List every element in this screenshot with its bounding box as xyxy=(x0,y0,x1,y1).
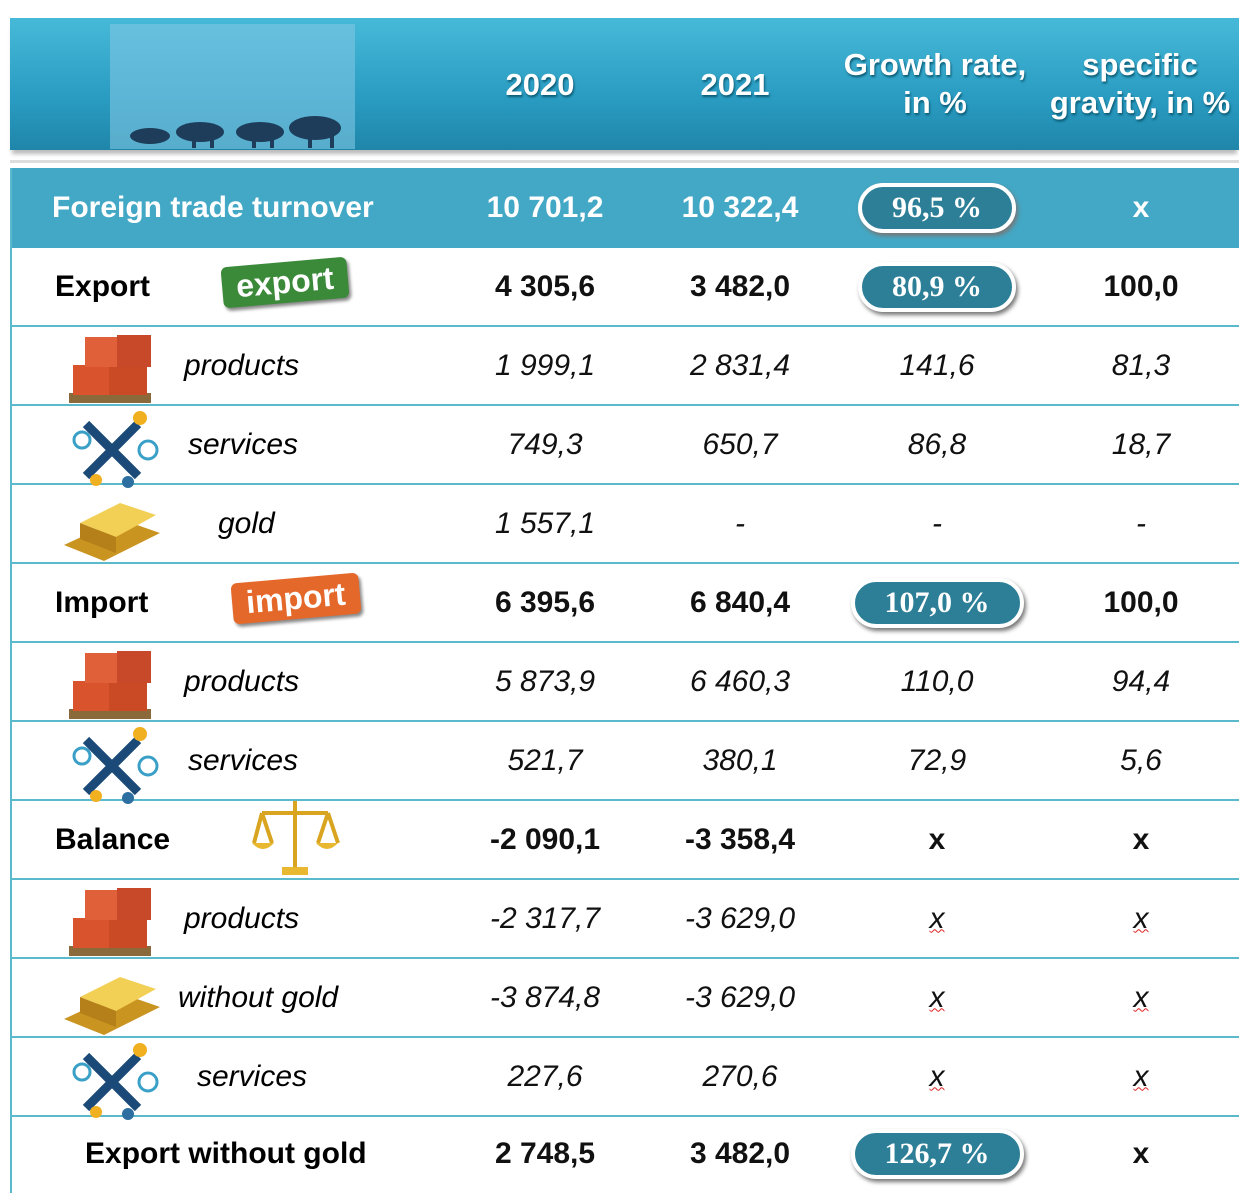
caravan-image xyxy=(110,24,355,149)
cell: x xyxy=(1056,801,1226,878)
cell: 6 840,4 xyxy=(655,564,825,641)
icon-tools xyxy=(68,410,163,488)
cell: 1 557,1 xyxy=(460,485,630,562)
cell: -3 629,0 xyxy=(655,959,825,1036)
row-label: services xyxy=(188,722,298,799)
cell: 227,6 xyxy=(460,1038,630,1115)
cell: - xyxy=(655,485,825,562)
column-header: 2020 xyxy=(470,66,610,104)
row: services 227,6 270,6 x x xyxy=(10,1038,1239,1117)
cell: 100,0 xyxy=(1056,564,1226,641)
cell: 5,6 xyxy=(1056,722,1226,799)
row: Export without gold 2 748,5 3 482,0 126,… xyxy=(10,1117,1239,1190)
cell: 380,1 xyxy=(655,722,825,799)
cell: x xyxy=(1134,1060,1149,1094)
divider xyxy=(10,160,1239,163)
row-label: products xyxy=(184,327,299,404)
cell: 3 482,0 xyxy=(655,248,825,325)
header: 2020 2021 Growth rate, in % specific gra… xyxy=(10,18,1239,150)
cell: 94,4 xyxy=(1056,643,1226,720)
cell: 6 395,6 xyxy=(460,564,630,641)
cell: 270,6 xyxy=(655,1038,825,1115)
row: Foreign trade turnover 10 701,2 10 322,4… xyxy=(10,168,1239,248)
cell: x xyxy=(1056,1117,1226,1190)
column-header: 2021 xyxy=(665,66,805,104)
cell: x xyxy=(837,801,1037,878)
badge: import xyxy=(230,573,361,625)
row: Export export 4 305,6 3 482,0 80,9 % 100… xyxy=(10,248,1239,327)
row-label: Export without gold xyxy=(85,1117,367,1190)
cell: 72,9 xyxy=(837,722,1037,799)
cell: 6 460,3 xyxy=(655,643,825,720)
row-label: services xyxy=(188,406,298,483)
icon-tools xyxy=(68,1042,163,1120)
cell: 650,7 xyxy=(655,406,825,483)
cell-pill: 96,5 % xyxy=(858,183,1016,233)
cell: 141,6 xyxy=(837,327,1037,404)
row: services 521,7 380,1 72,9 5,6 xyxy=(10,722,1239,801)
icon-boxes xyxy=(65,884,160,959)
row-label: products xyxy=(184,880,299,957)
row-label: Balance xyxy=(55,801,170,878)
icon-scales xyxy=(250,793,340,879)
page: 2020 2021 Growth rate, in % specific gra… xyxy=(0,0,1239,1193)
icon-tools xyxy=(68,726,163,804)
cell: 4 305,6 xyxy=(460,248,630,325)
cell: - xyxy=(1056,485,1226,562)
cell: x xyxy=(1056,168,1226,248)
column-header: Growth rate, in % xyxy=(835,46,1035,122)
row-label: Foreign trade turnover xyxy=(52,168,374,248)
cell: 5 873,9 xyxy=(460,643,630,720)
cell: -3 874,8 xyxy=(460,959,630,1036)
cell: x xyxy=(1134,981,1149,1015)
row-label: Export xyxy=(55,248,150,325)
cell: 749,3 xyxy=(460,406,630,483)
cell: x xyxy=(930,981,945,1015)
cell: x xyxy=(930,902,945,936)
badge: export xyxy=(220,257,349,309)
cell: - xyxy=(837,485,1037,562)
row: Import import 6 395,6 6 840,4 107,0 % 10… xyxy=(10,564,1239,643)
row: products -2 317,7 -3 629,0 x x xyxy=(10,880,1239,959)
row: gold 1 557,1 - - - xyxy=(10,485,1239,564)
cell-pill: 107,0 % xyxy=(851,578,1024,628)
icon-boxes xyxy=(65,647,160,722)
row-label: products xyxy=(184,643,299,720)
cell: 100,0 xyxy=(1056,248,1226,325)
row-label: services xyxy=(197,1038,307,1115)
icon-gold xyxy=(60,963,170,1041)
row: services 749,3 650,7 86,8 18,7 xyxy=(10,406,1239,485)
cell: 1 999,1 xyxy=(460,327,630,404)
cell: -3 629,0 xyxy=(655,880,825,957)
icon-gold xyxy=(60,489,170,567)
cell: x xyxy=(930,1060,945,1094)
cell: x xyxy=(1134,902,1149,936)
row: products 5 873,9 6 460,3 110,0 94,4 xyxy=(10,643,1239,722)
row: Balance -2 090,1 -3 358,4 x x xyxy=(10,801,1239,880)
cell: 10 701,2 xyxy=(460,168,630,248)
row: products 1 999,1 2 831,4 141,6 81,3 xyxy=(10,327,1239,406)
row-label: Import xyxy=(55,564,148,641)
cell: 3 482,0 xyxy=(655,1117,825,1190)
cell: -3 358,4 xyxy=(655,801,825,878)
column-header: specific gravity, in % xyxy=(1040,46,1239,122)
cell: 2 748,5 xyxy=(460,1117,630,1190)
row: without gold -3 874,8 -3 629,0 x x xyxy=(10,959,1239,1038)
icon-boxes xyxy=(65,331,160,406)
cell: 10 322,4 xyxy=(655,168,825,248)
left-border xyxy=(10,168,12,1193)
cell-pill: 126,7 % xyxy=(851,1129,1024,1179)
cell: -2 090,1 xyxy=(460,801,630,878)
cell-pill: 80,9 % xyxy=(858,262,1016,312)
cell: 2 831,4 xyxy=(655,327,825,404)
cell: 81,3 xyxy=(1056,327,1226,404)
cell: -2 317,7 xyxy=(460,880,630,957)
cell: 521,7 xyxy=(460,722,630,799)
cell: 86,8 xyxy=(837,406,1037,483)
table: Foreign trade turnover 10 701,2 10 322,4… xyxy=(10,168,1239,1190)
row-label: gold xyxy=(218,485,275,562)
cell: 18,7 xyxy=(1056,406,1226,483)
row-label: without gold xyxy=(178,959,338,1036)
cell: 110,0 xyxy=(837,643,1037,720)
